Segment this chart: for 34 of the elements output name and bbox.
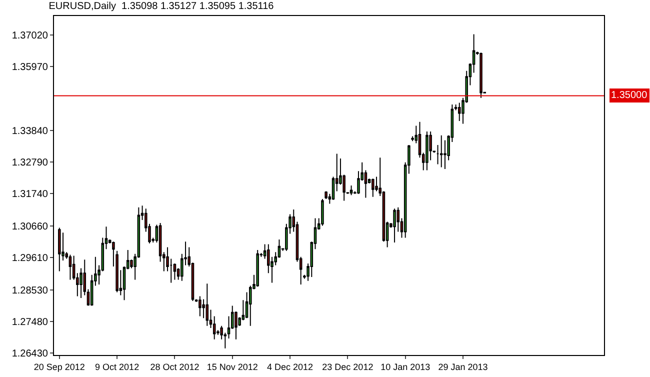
candlestick [458,102,461,122]
x-tick-label: 29 Jan 2013 [438,362,488,372]
candlestick [426,131,428,171]
candlestick [444,140,446,170]
y-tick-label: 1.33840 [12,126,48,138]
y-tick-label: 1.30660 [12,222,48,232]
chart-title: EURUSD,Daily 1.35098 1.35127 1.35095 1.35116 [48,0,274,12]
candlestick [393,208,396,243]
candlestick [440,134,443,168]
x-tick-label: 15 Nov 2012 [206,362,258,372]
x-tick-label: 4 Dec 2012 [267,362,314,372]
x-tick-label: 23 Dec 2012 [322,362,374,372]
y-tick-label: 1.28530 [12,285,48,296]
y-tick-label: 1.32790 [12,158,48,169]
y-tick-label: 1.27480 [12,316,48,328]
x-tick-label: 10 Jan 2013 [380,362,430,372]
y-tick-label: 1.29610 [12,253,48,264]
candlestick [256,250,259,288]
candlestick [321,198,324,226]
candlestick [372,178,374,198]
candlestick [206,283,209,326]
x-tick-label: 20 Sep 2012 [34,362,85,372]
x-tick-label: 9 Oct 2012 [95,362,140,372]
candlestick [68,254,72,280]
x-tick-label: 28 Oct 2012 [150,362,200,372]
y-tick-label: 1.31740 [12,189,48,200]
candlestick [480,52,482,98]
candlestick [350,185,353,196]
candlestick [58,227,61,272]
y-tick-label: 1.37020 [12,30,48,42]
y-tick-label: 1.35970 [12,62,48,74]
candlestick [198,296,202,317]
ref-line-label: 1.35000 [611,90,648,101]
y-tick-label: 1.26430 [12,348,48,360]
